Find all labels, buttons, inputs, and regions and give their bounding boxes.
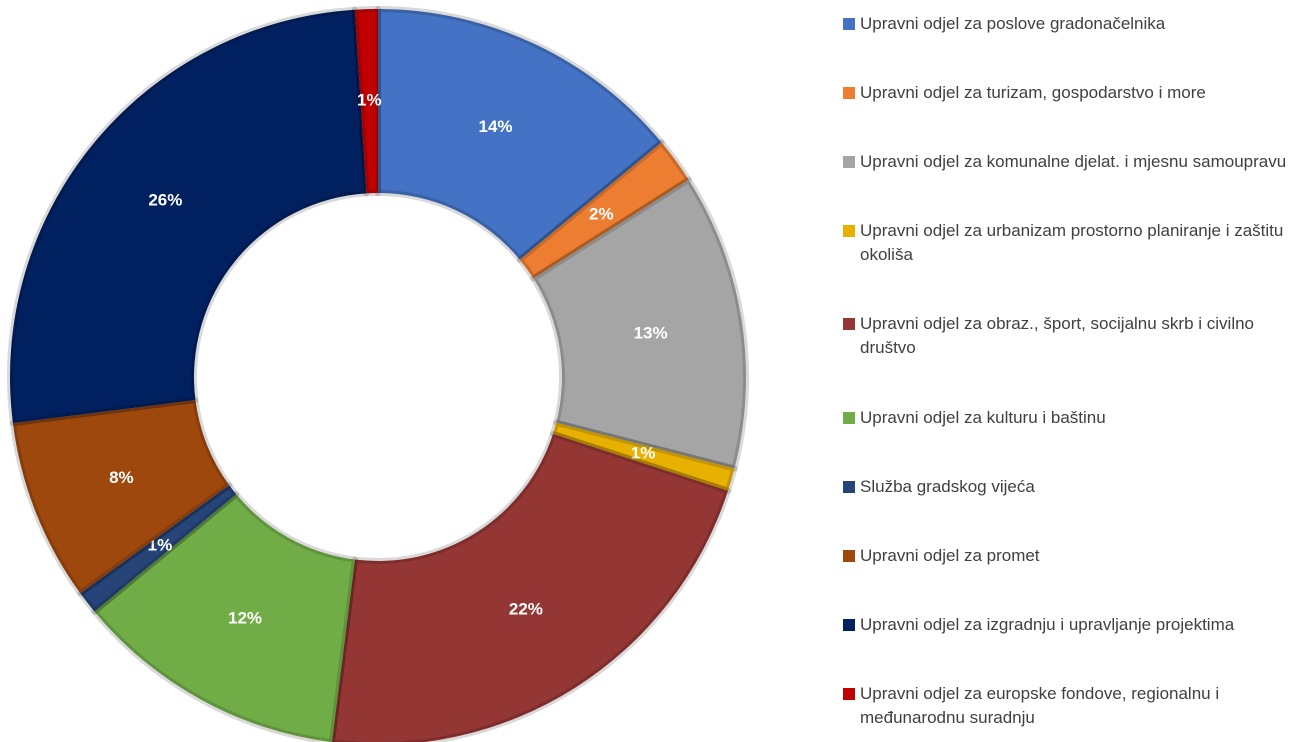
legend-item: Upravni odjel za obraz., šport, socijaln… — [843, 312, 1305, 360]
data-label: 12% — [228, 608, 262, 627]
legend-label: Služba gradskog vijeća — [860, 475, 1035, 499]
legend-swatch — [843, 18, 855, 30]
legend-item: Upravni odjel za promet — [843, 544, 1305, 568]
legend-label: Upravni odjel za obraz., šport, socijaln… — [860, 312, 1305, 360]
data-label: 1% — [357, 91, 382, 110]
legend-swatch — [843, 688, 855, 700]
legend-swatch — [843, 550, 855, 562]
legend-label: Upravni odjel za europske fondove, regio… — [860, 682, 1305, 730]
page: 14%2%13%1%22%12%1%8%26%1% Upravni odjel … — [0, 0, 1313, 742]
data-label: 26% — [148, 191, 182, 210]
legend-swatch — [843, 156, 855, 168]
legend-label: Upravni odjel za kulturu i baštinu — [860, 406, 1106, 430]
legend-swatch — [843, 318, 855, 330]
legend-item: Upravni odjel za komunalne djelat. i mje… — [843, 150, 1305, 174]
legend-item: Upravni odjel za urbanizam prostorno pla… — [843, 219, 1305, 267]
data-label: 2% — [589, 204, 614, 223]
slice — [10, 10, 366, 423]
data-label: 8% — [109, 468, 134, 487]
legend: Upravni odjel za poslove gradonačelnika U… — [843, 12, 1305, 730]
legend-swatch — [843, 225, 855, 237]
legend-label: Upravni odjel za poslove gradonačelnika — [860, 12, 1165, 36]
legend-swatch — [843, 481, 855, 493]
legend-item: Upravni odjel za turizam, gospodarstvo i… — [843, 81, 1305, 105]
legend-swatch — [843, 87, 855, 99]
chart: 14%2%13%1%22%12%1%8%26%1% — [0, 0, 760, 742]
legend-label: Upravni odjel za turizam, gospodarstvo i… — [860, 81, 1206, 105]
legend-label: Upravni odjel za promet — [860, 544, 1040, 568]
legend-item: Upravni odjel za kulturu i baštinu — [843, 406, 1305, 430]
legend-item: Upravni odjel za europske fondove, regio… — [843, 682, 1305, 730]
legend-item: Upravni odjel za izgradnju i upravljanje… — [843, 613, 1305, 637]
data-label: 13% — [634, 323, 668, 342]
legend-label: Upravni odjel za izgradnju i upravljanje… — [860, 613, 1234, 637]
legend-swatch — [843, 619, 855, 631]
slice — [332, 434, 728, 742]
legend-label: Upravni odjel za komunalne djelat. i mje… — [860, 150, 1286, 174]
legend-label: Upravni odjel za urbanizam prostorno pla… — [860, 219, 1305, 267]
legend-item: Upravni odjel za poslove gradonačelnika — [843, 12, 1305, 36]
data-label: 22% — [509, 600, 543, 619]
data-label: 14% — [478, 117, 512, 136]
legend-item: Služba gradskog vijeća — [843, 475, 1305, 499]
legend-swatch — [843, 412, 855, 424]
